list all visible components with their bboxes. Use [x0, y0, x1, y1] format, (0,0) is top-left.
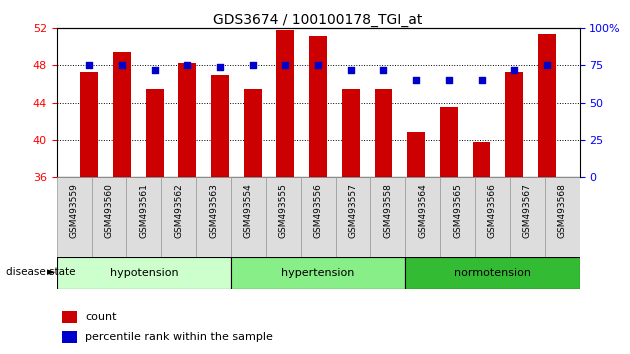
- Point: [444, 78, 454, 83]
- FancyBboxPatch shape: [266, 177, 301, 257]
- Title: GDS3674 / 100100178_TGI_at: GDS3674 / 100100178_TGI_at: [214, 13, 423, 27]
- Text: ►: ►: [47, 267, 55, 277]
- Point: [476, 78, 486, 83]
- Text: GSM493563: GSM493563: [209, 183, 218, 238]
- Point: [280, 63, 290, 68]
- Bar: [244, 89, 262, 177]
- Text: normotension: normotension: [454, 268, 531, 278]
- FancyBboxPatch shape: [440, 177, 475, 257]
- Point: [379, 67, 389, 73]
- Text: GSM493555: GSM493555: [279, 183, 288, 238]
- Bar: [342, 89, 360, 177]
- Text: disease state: disease state: [6, 267, 76, 277]
- Text: count: count: [86, 312, 117, 322]
- Point: [117, 63, 127, 68]
- Bar: [505, 72, 523, 177]
- Text: GSM493557: GSM493557: [348, 183, 357, 238]
- Bar: [146, 89, 164, 177]
- FancyBboxPatch shape: [405, 177, 440, 257]
- Text: GSM493556: GSM493556: [314, 183, 323, 238]
- FancyBboxPatch shape: [161, 177, 196, 257]
- FancyBboxPatch shape: [231, 257, 405, 289]
- Text: GSM493568: GSM493568: [558, 183, 566, 238]
- Point: [215, 64, 225, 70]
- FancyBboxPatch shape: [196, 177, 231, 257]
- FancyBboxPatch shape: [545, 177, 580, 257]
- Text: hypertension: hypertension: [282, 268, 355, 278]
- FancyBboxPatch shape: [510, 177, 545, 257]
- Text: GSM493564: GSM493564: [418, 183, 427, 238]
- FancyBboxPatch shape: [127, 177, 161, 257]
- FancyBboxPatch shape: [57, 257, 231, 289]
- Bar: [440, 107, 458, 177]
- Point: [84, 63, 94, 68]
- FancyBboxPatch shape: [370, 177, 405, 257]
- FancyBboxPatch shape: [405, 257, 580, 289]
- Text: GSM493554: GSM493554: [244, 183, 253, 238]
- Bar: [62, 311, 77, 323]
- Point: [542, 63, 552, 68]
- Point: [346, 67, 356, 73]
- FancyBboxPatch shape: [57, 177, 91, 257]
- Point: [313, 63, 323, 68]
- Point: [411, 78, 421, 83]
- FancyBboxPatch shape: [231, 177, 266, 257]
- FancyBboxPatch shape: [301, 177, 336, 257]
- Bar: [277, 30, 294, 177]
- Bar: [472, 142, 491, 177]
- Bar: [113, 52, 131, 177]
- FancyBboxPatch shape: [475, 177, 510, 257]
- Text: GSM493565: GSM493565: [453, 183, 462, 238]
- Text: percentile rank within the sample: percentile rank within the sample: [86, 332, 273, 342]
- Point: [248, 63, 258, 68]
- Text: GSM493558: GSM493558: [384, 183, 392, 238]
- Bar: [407, 132, 425, 177]
- Text: GSM493560: GSM493560: [105, 183, 113, 238]
- Text: GSM493559: GSM493559: [70, 183, 79, 238]
- Bar: [62, 331, 77, 343]
- Text: GSM493567: GSM493567: [523, 183, 532, 238]
- Point: [183, 63, 193, 68]
- Text: GSM493562: GSM493562: [175, 183, 183, 238]
- FancyBboxPatch shape: [336, 177, 370, 257]
- Bar: [538, 34, 556, 177]
- Bar: [374, 89, 392, 177]
- Text: hypotension: hypotension: [110, 268, 178, 278]
- Text: GSM493566: GSM493566: [488, 183, 497, 238]
- Bar: [178, 63, 197, 177]
- Bar: [81, 72, 98, 177]
- FancyBboxPatch shape: [91, 177, 127, 257]
- Bar: [309, 36, 327, 177]
- Text: GSM493561: GSM493561: [139, 183, 148, 238]
- Bar: [211, 75, 229, 177]
- Point: [150, 67, 160, 73]
- Point: [509, 67, 519, 73]
